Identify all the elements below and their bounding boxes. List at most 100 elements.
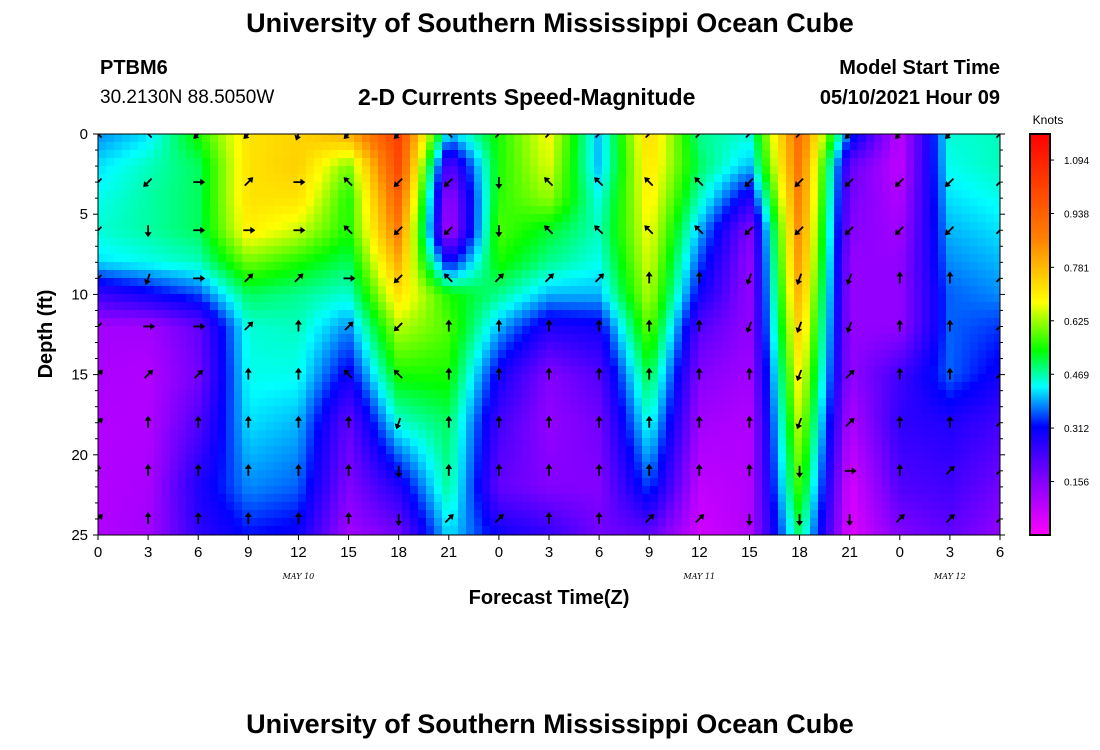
heatmap-cell: [378, 486, 387, 495]
heatmap-cell: [266, 326, 275, 335]
heatmap-cell: [186, 462, 195, 471]
heatmap-cell: [258, 374, 267, 383]
heatmap-cell: [674, 326, 683, 335]
heatmap-cell: [762, 366, 771, 375]
heatmap-cell: [554, 422, 563, 431]
heatmap-cell: [634, 510, 643, 519]
heatmap-cell: [186, 422, 195, 431]
heatmap-cell: [554, 142, 563, 151]
heatmap-cell: [314, 142, 323, 151]
heatmap-cell: [730, 254, 739, 263]
heatmap-cell: [834, 438, 843, 447]
heatmap-cell: [314, 470, 323, 479]
heatmap-cell: [298, 446, 307, 455]
heatmap-cell: [98, 238, 107, 247]
heatmap-cell: [450, 374, 459, 383]
heatmap-cell: [466, 438, 475, 447]
heatmap-cell: [266, 454, 275, 463]
heatmap-cell: [98, 302, 107, 311]
heatmap-cell: [810, 166, 819, 175]
heatmap-cell: [562, 438, 571, 447]
heatmap-cell: [98, 198, 107, 207]
heatmap-cell: [386, 254, 395, 263]
heatmap-cell: [450, 230, 459, 239]
heatmap-cell: [154, 382, 163, 391]
heatmap-cell: [298, 486, 307, 495]
heatmap-cell: [298, 462, 307, 471]
heatmap-cell: [98, 422, 107, 431]
heatmap-cell: [786, 486, 795, 495]
heatmap-cell: [514, 422, 523, 431]
heatmap-cell: [314, 438, 323, 447]
heatmap-cell: [642, 286, 651, 295]
heatmap-cell: [482, 334, 491, 343]
heatmap-cell: [842, 254, 851, 263]
heatmap-cell: [322, 214, 331, 223]
heatmap-cell: [186, 254, 195, 263]
heatmap-cell: [874, 398, 883, 407]
heatmap-cell: [834, 462, 843, 471]
heatmap-cell: [810, 502, 819, 511]
heatmap-cell: [866, 182, 875, 191]
heatmap-cell: [522, 526, 531, 535]
heatmap-cell: [826, 382, 835, 391]
heatmap-cell: [642, 230, 651, 239]
heatmap-cell: [770, 142, 779, 151]
heatmap-cell: [722, 142, 731, 151]
heatmap-cell: [170, 366, 179, 375]
heatmap-cell: [146, 422, 155, 431]
heatmap-cell: [370, 326, 379, 335]
heatmap-cell: [762, 190, 771, 199]
heatmap-cell: [162, 206, 171, 215]
heatmap-cell: [250, 382, 259, 391]
heatmap-cell: [458, 502, 467, 511]
heatmap-cell: [402, 198, 411, 207]
heatmap-cell: [610, 374, 619, 383]
heatmap-cell: [386, 502, 395, 511]
heatmap-cell: [514, 278, 523, 287]
heatmap-cell: [450, 190, 459, 199]
heatmap-cell: [642, 382, 651, 391]
heatmap-cell: [466, 374, 475, 383]
heatmap-cell: [178, 134, 187, 143]
heatmap-cell: [186, 302, 195, 311]
heatmap-cell: [642, 150, 651, 159]
heatmap-cell: [722, 342, 731, 351]
heatmap-cell: [298, 390, 307, 399]
heatmap-cell: [530, 310, 539, 319]
heatmap-cell: [426, 398, 435, 407]
heatmap-cell: [538, 246, 547, 255]
heatmap-cell: [442, 502, 451, 511]
heatmap-cell: [338, 310, 347, 319]
heatmap-cell: [362, 478, 371, 487]
heatmap-cell: [250, 414, 259, 423]
heatmap-cell: [282, 342, 291, 351]
heatmap-cell: [674, 230, 683, 239]
heatmap-cell: [538, 214, 547, 223]
heatmap-cell: [482, 414, 491, 423]
heatmap-cell: [546, 230, 555, 239]
heatmap-cell: [602, 334, 611, 343]
heatmap-cell: [586, 342, 595, 351]
heatmap-cell: [354, 422, 363, 431]
heatmap-cell: [874, 310, 883, 319]
heatmap-cell: [682, 286, 691, 295]
heatmap-cell: [818, 358, 827, 367]
heatmap-cell: [234, 406, 243, 415]
heatmap-cell: [594, 486, 603, 495]
heatmap-cell: [218, 406, 227, 415]
heatmap-cell: [706, 454, 715, 463]
heatmap-cell: [194, 342, 203, 351]
heatmap-cell: [434, 454, 443, 463]
heatmap-cell: [770, 502, 779, 511]
heatmap-cell: [258, 198, 267, 207]
heatmap-cell: [514, 222, 523, 231]
heatmap-cell: [490, 374, 499, 383]
heatmap-cell: [650, 454, 659, 463]
heatmap-cell: [410, 206, 419, 215]
heatmap-cell: [746, 398, 755, 407]
heatmap-cell: [722, 182, 731, 191]
heatmap-cell: [826, 518, 835, 527]
heatmap-cell: [290, 342, 299, 351]
heatmap-cell: [178, 422, 187, 431]
